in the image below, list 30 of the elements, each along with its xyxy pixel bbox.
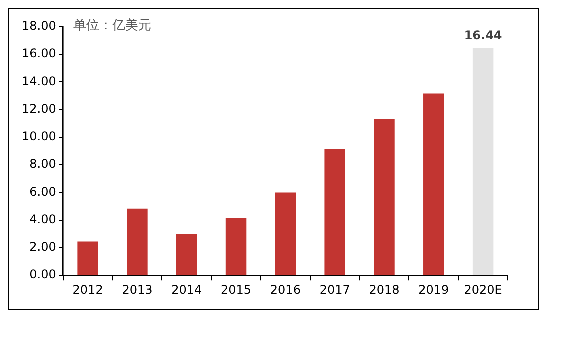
y-tick-label: 2.00 [30, 240, 56, 254]
bar [424, 94, 444, 276]
x-tick-label: 2012 [72, 282, 104, 297]
bar [226, 218, 247, 276]
bar [275, 192, 296, 276]
y-tick-label: 0.00 [30, 268, 56, 282]
y-tick-label: 4.00 [30, 212, 56, 226]
x-tick-label: 2017 [320, 282, 350, 297]
x-tick-label: 2013 [122, 282, 153, 297]
y-tick-label: 14.00 [22, 74, 56, 88]
bar [127, 208, 148, 276]
data-label: 16.44 [464, 28, 502, 43]
x-tick-label: 2020E [464, 282, 502, 297]
y-axis-title: 单位：亿美元 [73, 17, 152, 34]
x-tick-label: 2018 [369, 282, 400, 297]
y-tick-label: 10.00 [22, 130, 56, 144]
x-tick-label: 2019 [418, 282, 450, 297]
bar [472, 48, 494, 276]
x-tick-label: 2015 [221, 282, 252, 297]
bar [324, 149, 346, 276]
bar [176, 234, 198, 276]
y-tick-label: 12.00 [22, 102, 56, 116]
x-tick-label: 2014 [172, 282, 202, 297]
x-tick-label: 2016 [270, 282, 301, 297]
y-tick-label: 16.00 [22, 46, 56, 61]
bar [78, 242, 98, 276]
y-tick-label: 18.00 [22, 19, 56, 34]
bar [374, 119, 395, 276]
y-tick-label: 8.00 [30, 157, 56, 172]
y-tick-label: 6.00 [30, 184, 56, 199]
